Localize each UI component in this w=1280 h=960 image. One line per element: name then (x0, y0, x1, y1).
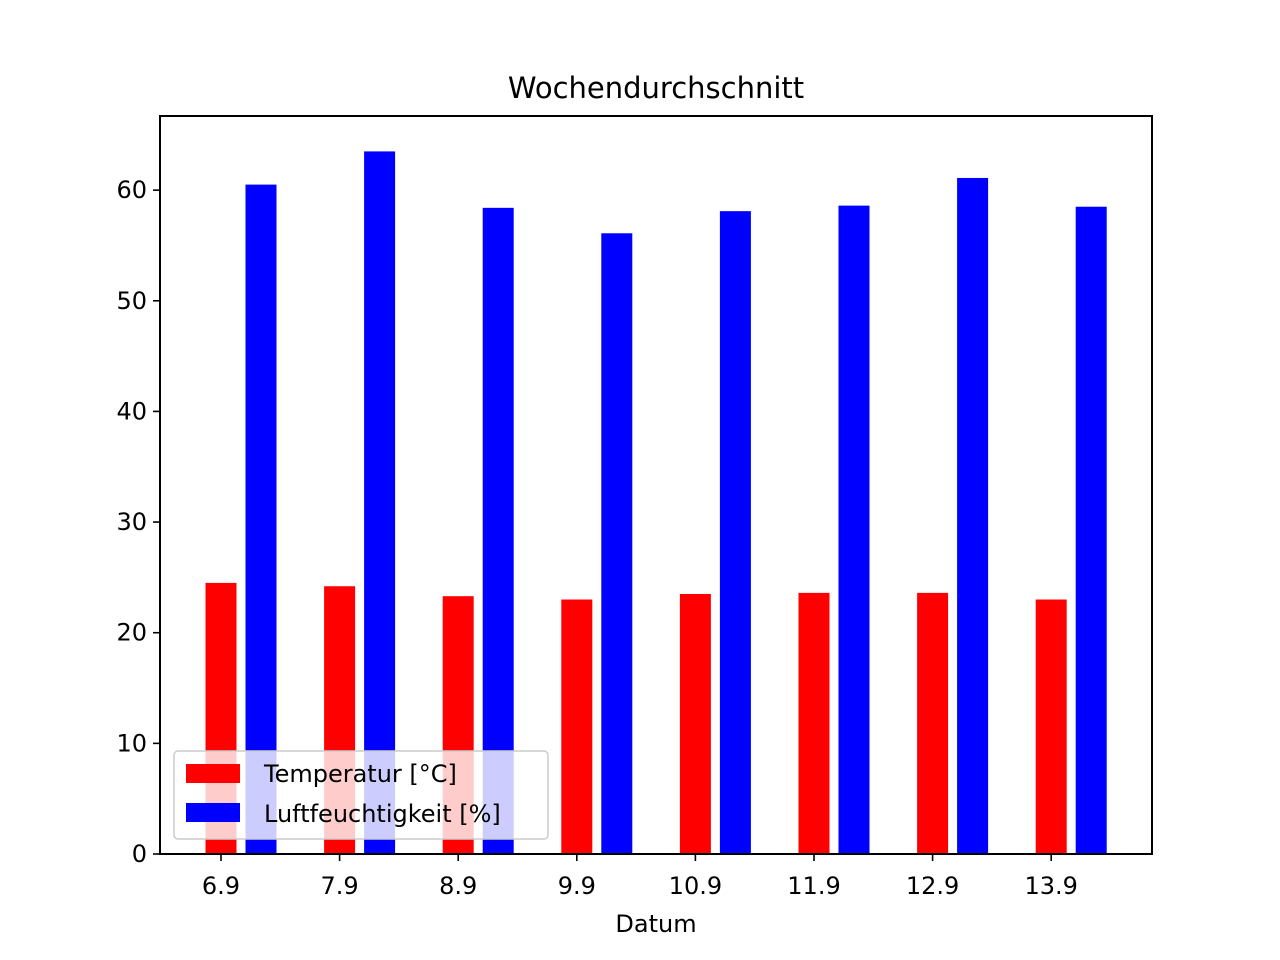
y-tick-label: 10 (116, 729, 147, 757)
x-tick-label: 13.9 (1024, 872, 1077, 900)
legend-swatch-luftfeuchtigkeit (186, 803, 240, 822)
legend-label-luftfeuchtigkeit: Luftfeuchtigkeit [%] (264, 800, 501, 828)
bar-luftfeuchtigkeit-13-9 (1075, 206, 1107, 854)
bar-luftfeuchtigkeit-11-9 (838, 205, 870, 854)
x-tick-label: 9.9 (558, 872, 596, 900)
bar-luftfeuchtigkeit-6-9 (245, 184, 277, 854)
x-tick-label: 12.9 (906, 872, 959, 900)
bar-temperatur-11-9 (798, 592, 830, 854)
x-tick-label: 11.9 (787, 872, 840, 900)
x-tick-label: 10.9 (669, 872, 722, 900)
y-axis-ticks: 0 10 20 30 40 50 60 (116, 176, 160, 868)
bar-temperatur-10-9 (679, 593, 711, 854)
bar-temperatur-13-9 (1035, 599, 1067, 854)
legend-box (173, 750, 549, 840)
bar-temperatur-9-9 (561, 599, 593, 854)
y-tick-label: 40 (116, 397, 147, 425)
y-tick-label: 30 (116, 508, 147, 536)
bar-luftfeuchtigkeit-10-9 (719, 211, 751, 854)
plot-frame (159, 115, 1153, 855)
legend: Temperatur [°C] Luftfeuchtigkeit [%] (173, 750, 549, 840)
x-tick-label: 8.9 (439, 872, 477, 900)
x-axis-ticks: 6.9 7.9 8.9 9.9 10.9 11.9 12.9 13.9 (202, 854, 1078, 900)
y-tick-label: 20 (116, 619, 147, 647)
bar-luftfeuchtigkeit-9-9 (601, 233, 633, 855)
bar-temperatur-12-9 (917, 592, 949, 854)
y-tick-label: 50 (116, 287, 147, 315)
bars-group (205, 151, 1107, 855)
x-tick-label: 6.9 (202, 872, 240, 900)
bar-luftfeuchtigkeit-12-9 (957, 177, 989, 855)
legend-swatch-temperatur (186, 764, 240, 783)
y-tick-label: 60 (116, 176, 147, 204)
chart-title: Wochendurchschnitt (508, 71, 804, 105)
legend-label-temperatur: Temperatur [°C] (263, 760, 457, 788)
x-tick-label: 7.9 (321, 872, 359, 900)
bar-luftfeuchtigkeit-7-9 (364, 151, 396, 854)
bar-luftfeuchtigkeit-8-9 (482, 207, 514, 854)
x-axis-label: Datum (615, 910, 696, 938)
y-tick-label: 0 (132, 840, 147, 868)
